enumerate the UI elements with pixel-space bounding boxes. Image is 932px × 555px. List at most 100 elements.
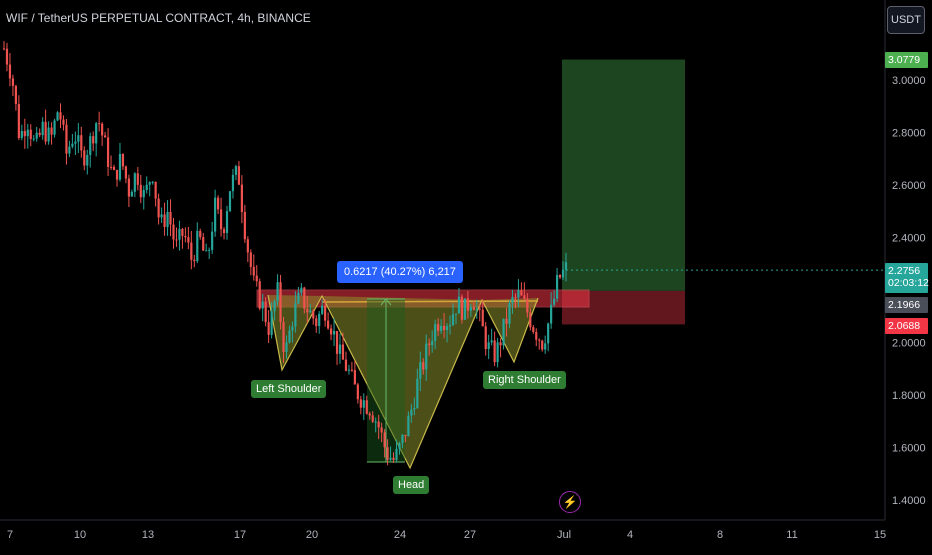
candle-body	[5, 48, 9, 65]
candle-body	[279, 282, 282, 323]
candle-body	[445, 326, 449, 330]
candle-body	[80, 135, 83, 151]
candle-body	[175, 239, 178, 241]
candle-body	[187, 237, 190, 243]
candle-body	[11, 78, 15, 86]
head-label[interactable]: Head	[393, 476, 430, 494]
candle-body	[303, 287, 306, 309]
candle-body	[312, 310, 315, 319]
candle-body	[487, 342, 490, 349]
candle-body	[517, 290, 520, 298]
candle-body	[267, 322, 270, 335]
candle-body	[324, 305, 327, 321]
candle-body	[448, 325, 452, 327]
candle-body	[47, 127, 50, 142]
candle-body	[294, 303, 297, 327]
candle-body	[273, 301, 276, 312]
right-shoulder-label[interactable]: Right Shoulder	[483, 371, 566, 389]
time-tick-label: 7	[7, 529, 13, 541]
candle-body	[151, 181, 154, 183]
measure-label[interactable]: 0.6217 (40.27%) 6,217	[337, 261, 463, 283]
candle-body	[118, 153, 122, 180]
candle-body	[234, 166, 238, 175]
candle-body	[493, 340, 496, 363]
candle-body	[291, 326, 294, 331]
candle-body	[130, 191, 133, 197]
candle-body	[127, 178, 130, 197]
candle-body	[121, 153, 125, 167]
candle-body	[65, 124, 68, 154]
candle-body	[451, 314, 455, 326]
candle-body	[17, 104, 20, 139]
candle-body	[240, 184, 243, 212]
time-tick-label: 17	[234, 529, 246, 541]
candle-body	[285, 342, 288, 353]
candle-body	[115, 169, 119, 180]
candle-body	[71, 143, 74, 147]
candle-body	[359, 399, 362, 408]
candle-body	[95, 123, 98, 144]
candle-body	[338, 344, 342, 354]
candle-body	[377, 421, 380, 428]
candle-body	[410, 409, 413, 416]
measure-arrowhead	[380, 298, 392, 306]
candle-body	[300, 287, 303, 293]
candle-body	[472, 307, 475, 310]
candle-body	[386, 447, 389, 460]
candle-body	[547, 323, 550, 344]
currency-button[interactable]: USDT	[887, 6, 925, 34]
candle-body	[160, 214, 163, 218]
price-tick-label: 2.4000	[892, 233, 926, 245]
stop-price-badge: 2.0688	[885, 318, 928, 334]
candle-body	[249, 252, 252, 267]
candle-body	[142, 189, 145, 198]
price-tick-label: 2.8000	[892, 128, 926, 140]
candle-body	[222, 229, 226, 234]
candle-body	[124, 166, 128, 179]
candle-body	[475, 308, 478, 310]
candle-body	[332, 330, 336, 335]
candle-body	[196, 230, 199, 262]
candle-body	[514, 297, 517, 299]
candle-body	[29, 129, 32, 140]
candle-body	[62, 119, 65, 125]
time-tick-label: 13	[142, 529, 154, 541]
candle-body	[553, 298, 556, 305]
left-shoulder-label[interactable]: Left Shoulder	[251, 380, 327, 398]
candle-body	[502, 318, 505, 346]
time-tick-label: Jul	[557, 529, 571, 541]
candle-body	[505, 318, 508, 324]
candle-body	[2, 48, 6, 50]
candle-body	[8, 64, 12, 79]
candle-body	[523, 295, 526, 299]
candle-body	[157, 198, 160, 218]
candle-body	[148, 182, 151, 185]
candle-body	[404, 434, 407, 437]
candle-body	[106, 137, 110, 167]
candle-body	[481, 309, 484, 327]
candle-body	[243, 211, 246, 240]
candle-body	[178, 228, 181, 240]
candle-body	[327, 320, 330, 329]
candle-body	[38, 132, 41, 136]
right-shoulder-shape	[482, 298, 538, 362]
candle-body	[457, 296, 461, 314]
candle-body	[202, 237, 205, 251]
candle-body	[365, 400, 368, 414]
candle-body	[490, 340, 493, 343]
price-tick-label: 3.0000	[892, 75, 926, 87]
candle-body	[318, 313, 321, 327]
candle-body	[535, 331, 538, 340]
candle-body	[172, 224, 175, 240]
candle-body	[237, 166, 241, 185]
candle-body	[422, 362, 425, 370]
candle-body	[139, 184, 142, 198]
candle-body	[437, 324, 440, 331]
candle-body	[258, 281, 261, 309]
lightning-icon[interactable]: ⚡	[559, 491, 581, 513]
candle-body	[112, 166, 116, 170]
time-tick-label: 24	[394, 529, 406, 541]
candle-body	[383, 432, 386, 448]
